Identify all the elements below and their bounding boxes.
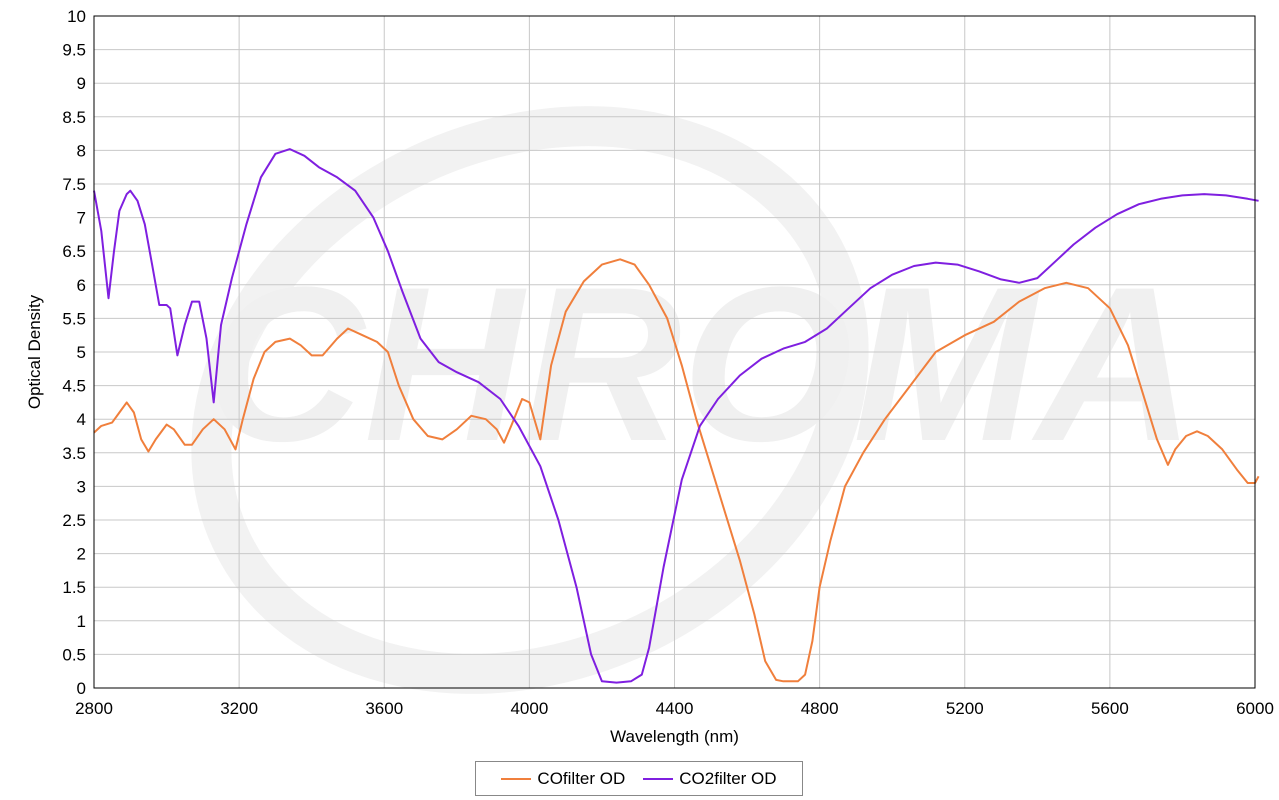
x-tick-label: 3600	[365, 699, 403, 718]
y-tick-label: 3	[77, 477, 86, 496]
y-tick-label: 1.5	[62, 578, 86, 597]
y-tick-label: 5.5	[62, 309, 86, 328]
legend-label-cofilter: COfilter OD	[537, 768, 626, 788]
legend-item-cofilter: COfilter OD	[501, 769, 625, 789]
y-tick-label: 6.5	[62, 242, 86, 261]
plot-frame	[93, 15, 1256, 689]
y-tick-label: 3.5	[62, 444, 86, 463]
x-tick-label: 4400	[656, 699, 694, 718]
legend: COfilter OD CO2filter OD	[475, 761, 803, 796]
series-line-1	[93, 148, 1259, 684]
y-tick-label: 7	[77, 209, 86, 228]
x-tick-label: 2800	[75, 699, 113, 718]
y-tick-labels: 0 0.5 1 1.5 2 2.5 3 3.5 4 4.5 5 5.5 6 6.5 7 7.5 8 8.5 9 9.5…	[62, 7, 86, 698]
x-tick-label: 5200	[946, 699, 984, 718]
y-tick-label: 10	[67, 7, 86, 26]
watermark-text: CHROMA	[205, 241, 1195, 487]
legend-label-co2filter: CO2filter OD	[679, 768, 777, 788]
y-tick-label: 7.5	[62, 175, 86, 194]
y-tick-label: 6	[77, 276, 86, 295]
y-tick-label: 8.5	[62, 108, 86, 127]
y-tick-label: 8	[77, 141, 86, 160]
series-layer	[93, 148, 1260, 684]
grid-lines	[93, 15, 1256, 689]
y-tick-label: 9	[77, 74, 86, 93]
x-tick-label: 6000	[1236, 699, 1274, 718]
x-tick-label: 4800	[801, 699, 839, 718]
y-tick-label: 0.5	[62, 645, 86, 664]
series-line-0	[93, 258, 1260, 683]
y-tick-label: 1	[77, 612, 86, 631]
watermark-swirl	[191, 106, 869, 694]
y-tick-label: 4.5	[62, 377, 86, 396]
y-tick-label: 2	[77, 545, 86, 564]
x-axis-label: Wavelength (nm)	[610, 727, 739, 746]
legend-item-co2filter: CO2filter OD	[643, 768, 777, 789]
x-tick-label: 4000	[510, 699, 548, 718]
legend-swatch-cofilter	[501, 777, 532, 780]
y-tick-label: 9.5	[62, 41, 86, 60]
watermark-logo: CHROMA	[191, 106, 1195, 694]
y-tick-label: 4	[77, 410, 86, 429]
y-tick-label: 2.5	[62, 511, 86, 530]
y-tick-label: 0	[77, 679, 86, 698]
x-tick-label: 3200	[220, 699, 258, 718]
y-tick-label: 5	[77, 343, 86, 362]
x-tick-label: 5600	[1091, 699, 1129, 718]
x-tick-labels: 2800 3200 3600 4000 4400 4800 5200 5600 6000	[75, 699, 1274, 718]
y-axis-label: Optical Density	[25, 294, 44, 409]
legend-swatch-co2filter	[643, 777, 674, 780]
